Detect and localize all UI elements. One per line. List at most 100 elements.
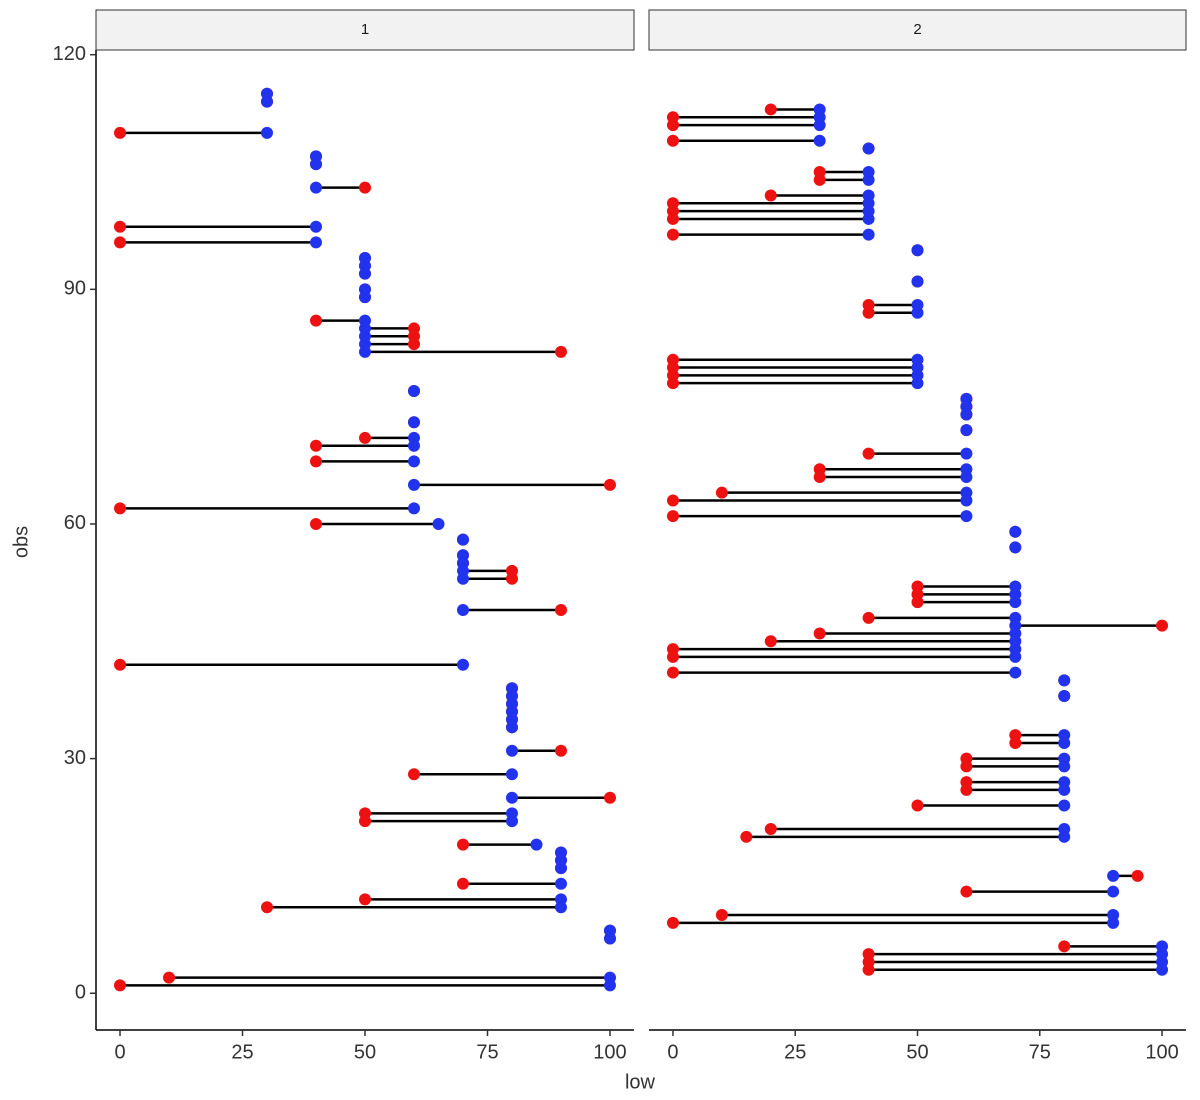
end-point <box>554 901 567 914</box>
strip: 1 <box>95 9 635 51</box>
start-point <box>666 134 679 147</box>
y-axis-title: obs <box>10 526 32 558</box>
start-point <box>1131 869 1144 882</box>
end-point <box>456 533 469 546</box>
start-point <box>114 502 127 515</box>
start-point <box>862 447 875 460</box>
end-point <box>359 267 371 280</box>
y-tick-label: 120 <box>53 43 86 65</box>
x-tick-label: 0 <box>667 1041 678 1063</box>
end-point <box>960 447 973 460</box>
end-point <box>1009 525 1022 538</box>
start-point <box>764 189 777 202</box>
end-point <box>407 416 420 429</box>
end-point <box>505 744 518 757</box>
start-point <box>1058 940 1071 953</box>
end-point <box>530 838 543 851</box>
start-point <box>456 877 469 890</box>
end-point <box>310 181 323 194</box>
start-point <box>114 236 127 249</box>
start-point <box>261 901 274 914</box>
start-point <box>666 494 679 507</box>
start-point <box>603 791 616 804</box>
end-point <box>862 142 875 155</box>
start-point <box>911 596 924 609</box>
end-point <box>456 604 469 616</box>
end-point <box>960 424 973 437</box>
end-point <box>432 517 445 530</box>
start-point <box>666 212 679 225</box>
end-point <box>960 510 973 523</box>
end-point <box>261 126 274 139</box>
end-point <box>456 658 469 671</box>
start-point <box>359 815 371 828</box>
end-point <box>505 791 518 804</box>
end-point <box>1058 783 1071 796</box>
start-point <box>114 658 127 671</box>
end-point <box>310 236 323 249</box>
start-point <box>114 220 127 233</box>
start-point <box>764 103 777 116</box>
end-point <box>1058 830 1071 843</box>
end-point <box>505 721 518 734</box>
x-tick-label: 75 <box>476 1041 498 1063</box>
start-point <box>764 635 777 648</box>
start-point <box>456 838 469 851</box>
start-point <box>554 345 567 358</box>
end-point <box>310 220 323 233</box>
start-point <box>666 666 679 679</box>
end-point <box>1058 690 1071 703</box>
start-point <box>666 510 679 523</box>
start-point <box>163 971 176 984</box>
end-point <box>960 408 973 421</box>
end-point <box>603 932 616 945</box>
start-point <box>862 611 875 624</box>
start-point <box>310 517 323 530</box>
strip-box <box>648 9 1187 51</box>
start-point <box>960 760 973 773</box>
end-point <box>813 134 826 147</box>
end-point <box>862 212 875 225</box>
start-point <box>960 783 973 796</box>
start-point <box>1156 619 1169 632</box>
start-point <box>960 885 973 898</box>
end-point <box>911 244 924 257</box>
end-point <box>407 385 420 398</box>
start-point <box>813 627 826 640</box>
start-point <box>715 486 728 499</box>
start-point <box>666 916 679 929</box>
start-point <box>407 768 420 781</box>
start-point <box>114 126 127 139</box>
end-point <box>960 494 973 507</box>
start-point <box>554 604 567 616</box>
start-point <box>359 893 371 906</box>
y-tick-label: 60 <box>64 512 86 534</box>
x-axis-title: low <box>625 1071 656 1093</box>
y-tick-label: 30 <box>64 747 86 769</box>
start-point <box>407 338 420 351</box>
end-point <box>310 158 323 171</box>
start-point <box>666 650 679 663</box>
end-point <box>1058 736 1071 749</box>
end-point <box>407 439 420 452</box>
end-point <box>1107 869 1120 882</box>
end-point <box>554 862 567 875</box>
end-point <box>1058 674 1071 687</box>
end-point <box>862 228 875 241</box>
end-point <box>261 95 274 108</box>
end-point <box>456 572 469 585</box>
start-point <box>359 431 371 444</box>
end-point <box>1107 885 1120 898</box>
start-point <box>715 909 728 922</box>
end-point <box>407 455 420 468</box>
start-point <box>666 377 679 390</box>
x-tick-label: 25 <box>231 1041 253 1063</box>
strip-label: 1 <box>361 21 369 38</box>
end-point <box>911 377 924 390</box>
end-point <box>1009 596 1022 609</box>
strip-label: 2 <box>913 21 921 38</box>
start-point <box>764 822 777 835</box>
start-point <box>862 306 875 319</box>
start-point <box>1009 736 1022 749</box>
